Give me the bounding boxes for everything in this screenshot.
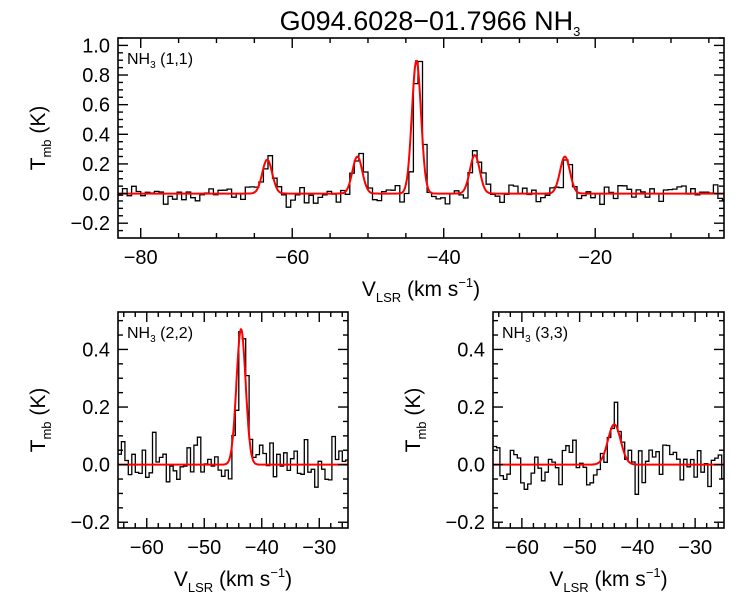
plot-frame-nh3-11 <box>117 37 725 239</box>
x-tick-label: −60 <box>130 537 164 559</box>
y-axis-label-unit: (K) <box>27 106 50 140</box>
y-tick-label: 0.2 <box>82 154 110 176</box>
y-axis-label-subscript: mb <box>39 139 54 157</box>
x-tick-label: −20 <box>578 247 612 269</box>
y-tick-label: 0.0 <box>82 455 110 477</box>
fit-curve-nh3-22 <box>118 327 348 466</box>
figure-title: G094.6028−01.7966 NH3 <box>280 6 581 39</box>
panel-label-main: NH <box>127 325 150 342</box>
x-tick-label: −30 <box>678 537 712 559</box>
x-axis-label-close: ) <box>285 568 292 591</box>
x-axis-label: VLSR (km s−1) <box>362 275 480 305</box>
y-tick-label: 1.0 <box>82 35 110 57</box>
y-tick-label: 0.8 <box>82 65 110 87</box>
panel-nh3-11: −80 −60 −40 −20 −0.2 0.0 0.2 0.4 0.6 0.8 1.0 NH3 (1… <box>27 35 725 305</box>
x-axis-label-main: V <box>174 568 188 591</box>
x-tick-label: −30 <box>302 537 336 559</box>
y-tick-label: 0.6 <box>82 95 110 117</box>
x-tick-label: −50 <box>187 537 221 559</box>
y-tick-label: 0.4 <box>82 339 110 361</box>
panel-label-subscript: 3 <box>150 60 156 71</box>
figure-title-subscript: 3 <box>573 24 580 39</box>
y-tick-label: −0.2 <box>446 512 485 534</box>
y-axis-label-main: T <box>27 157 50 170</box>
panel-nh3-22: −60 −50 −40 −30 −0.2 0.0 0.2 0.4 NH3 (2,2) Tmb (K… <box>27 311 349 595</box>
y-axis-label-main: T <box>402 439 425 452</box>
panel-nh3-33: −60 −50 −40 −30 −0.2 0.0 0.2 0.4 NH3 (3,3) Tmb (K… <box>402 311 725 595</box>
y-tick-label: −0.2 <box>71 213 110 235</box>
panel-label-rest: (2,2) <box>156 325 193 342</box>
y-axis-label-subscript: mb <box>39 421 54 439</box>
panel-label-nh3-33: NH3 (3,3) <box>502 325 568 345</box>
x-axis-label-superscript: −1 <box>458 275 473 290</box>
x-axis-label-subscript: LSR <box>563 580 588 595</box>
y-tick-label: 0.2 <box>82 397 110 419</box>
x-axis-label-unit: (km s <box>589 568 646 591</box>
x-axis-label-subscript: LSR <box>188 580 213 595</box>
y-axis-label-subscript: mb <box>414 421 429 439</box>
x-axis-label-superscript: −1 <box>646 565 661 580</box>
panel-label-nh3-11: NH3 (1,1) <box>127 51 193 71</box>
panel-label-main: NH <box>127 51 150 68</box>
x-axis-label-subscript: LSR <box>376 290 401 305</box>
x-axis-label: VLSR (km s−1) <box>174 565 292 595</box>
x-tick-label: −80 <box>124 247 158 269</box>
y-axis-label: Tmb (K) <box>27 388 54 453</box>
x-tick-label: −40 <box>620 537 654 559</box>
panel-label-main: NH <box>502 325 525 342</box>
panel-label-rest: (3,3) <box>531 325 568 342</box>
x-tick-label: −40 <box>427 247 461 269</box>
observed-spectrum-nh3-33 <box>493 401 724 495</box>
x-tick-label: −60 <box>505 537 539 559</box>
x-axis-label-superscript: −1 <box>270 565 285 580</box>
plot-frame-nh3-22 <box>117 311 349 529</box>
y-tick-label: −0.2 <box>71 512 110 534</box>
y-tick-label: 0.2 <box>457 397 485 419</box>
panel-label-subscript: 3 <box>525 334 531 345</box>
y-axis-label: Tmb (K) <box>27 106 54 171</box>
figure-title-main: G094.6028−01.7966 NH <box>280 6 573 36</box>
x-axis-label-main: V <box>362 278 376 301</box>
panel-label-subscript: 3 <box>150 334 156 345</box>
y-tick-label: 0.4 <box>82 124 110 146</box>
x-tick-label: −50 <box>563 537 597 559</box>
fit-curve-nh3-33 <box>493 423 724 466</box>
x-tick-label: −60 <box>275 247 309 269</box>
x-axis-label: VLSR (km s−1) <box>549 565 667 595</box>
plot-frame-nh3-33 <box>492 311 725 529</box>
x-axis-label-unit: (km s <box>213 568 270 591</box>
x-axis-label-main: V <box>549 568 563 591</box>
x-axis-label-close: ) <box>473 278 480 301</box>
y-axis-label-main: T <box>27 439 50 452</box>
x-tick-label: −40 <box>245 537 279 559</box>
y-axis-label: Tmb (K) <box>402 388 429 453</box>
fit-curve-nh3-11 <box>118 60 724 195</box>
x-axis-label-unit: (km s <box>401 278 458 301</box>
panel-label-nh3-22: NH3 (2,2) <box>127 325 193 345</box>
x-axis-label-close: ) <box>661 568 668 591</box>
observed-spectrum-nh3-11 <box>118 60 724 208</box>
observed-spectrum-nh3-22 <box>118 331 348 488</box>
panel-label-rest: (1,1) <box>156 51 193 68</box>
y-axis-label-unit: (K) <box>402 388 425 422</box>
y-tick-label: 0.0 <box>82 184 110 206</box>
y-tick-label: 0.0 <box>457 455 485 477</box>
y-tick-label: 0.4 <box>457 339 485 361</box>
y-axis-label-unit: (K) <box>27 388 50 422</box>
